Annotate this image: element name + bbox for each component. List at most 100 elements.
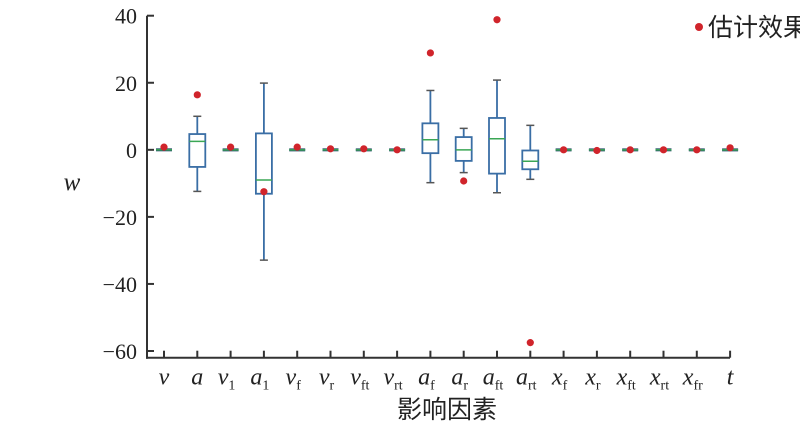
box-2 [222,143,239,152]
estimate-point [260,188,268,196]
legend-label-estimate: 估计效果 [708,14,800,42]
estimate-point [593,146,601,155]
x-tick-label-base: v [319,365,330,391]
box-7 [389,146,406,154]
x-tick-label-base: a [516,365,528,391]
x-tick-label-subscript: fr [693,379,703,394]
box-17 [722,144,739,152]
x-tick-label: vr [319,365,335,394]
x-tick-label-base: v [218,365,229,391]
x-tick-label-subscript: ft [495,379,504,394]
box-9 [454,127,473,185]
box-6 [355,145,372,153]
box-16 [688,146,705,154]
y-tick-label: 40 [115,4,137,29]
estimate-point [360,145,368,153]
x-tick-label-base: v [350,365,361,391]
estimate-point [227,143,235,151]
estimate-point [526,339,534,347]
box-iqr [521,149,540,171]
x-tick-label-subscript: f [296,379,301,394]
estimate-point [293,143,301,151]
x-tick-label-subscript: rt [528,379,537,394]
estimate-point [560,146,568,154]
x-tick-label-subscript: rt [661,379,670,394]
x-tick-label: xr [584,365,601,394]
x-tick-label-subscript: ft [627,379,636,394]
x-tick-label-base: a [451,365,463,391]
box-13 [588,146,605,155]
estimate-point [426,49,434,57]
x-tick-label: vft [350,365,369,394]
y-tick-label: −20 [103,205,137,230]
x-tick-label: a1 [250,365,269,394]
box-iqr [488,117,506,175]
x-tick-label-base: a [418,365,430,391]
x-tick-label-subscript: rt [394,379,403,394]
x-tick-label-subscript: ft [361,379,370,394]
x-tick-label: vrt [383,365,402,394]
chart-marks [156,16,739,347]
y-axis-title: w [64,169,81,196]
x-tick-label-base: x [649,365,661,391]
estimate-point [659,146,668,154]
x-tick-label: xfr [682,365,703,394]
box-15 [655,146,672,154]
x-tick-label: xf [551,365,568,394]
x-tick-label: ar [451,365,468,394]
y-tick-label: 20 [115,71,137,96]
x-tick-label-subscript: r [329,379,334,394]
x-tick-label-base: t [727,365,735,391]
box-iqr [454,136,473,162]
y-tick-label: −60 [103,339,137,364]
x-tick-label-base: x [584,365,596,391]
x-tick-label: aft [483,365,504,394]
x-tick-label: xrt [649,365,669,394]
x-tick-label: xft [616,365,636,394]
estimate-point [193,91,201,99]
estimate-point [460,177,468,185]
y-tick-label: −40 [103,272,137,297]
x-axis-title: 影响因素 [397,396,497,424]
x-tick-label-subscript: r [596,379,601,394]
box-0 [156,143,172,152]
box-5 [322,145,339,153]
box-iqr [254,132,273,195]
estimate-point [393,146,401,154]
box-10 [488,16,506,194]
x-tick-label: vf [286,365,302,394]
x-tick-label-base: a [483,365,495,391]
x-tick-label-base: v [383,365,394,391]
x-tick-label-subscript: 1 [262,379,269,394]
x-tick-label-base: x [551,365,563,391]
x-tick-label-base: x [682,365,694,391]
estimate-point [160,143,168,151]
x-tick-label-subscript: 1 [228,379,235,394]
x-tick-label-base: v [159,365,170,391]
estimate-point [493,16,501,24]
x-tick-label: a [191,365,203,391]
x-tick-label: v [159,365,170,391]
x-tick-label-subscript: f [563,379,568,394]
x-tick-label-subscript: r [463,379,468,394]
box-1 [188,91,207,193]
x-tick-label: art [516,365,537,394]
x-tick-label: t [727,365,735,391]
box-12 [555,146,572,154]
box-11 [521,124,540,347]
x-tick-label-base: a [191,365,203,391]
x-tick-label: af [418,365,435,394]
estimate-point [726,144,734,152]
y-tick-label: 0 [126,138,137,163]
box-8 [421,49,440,184]
legend: 估计效果 [695,14,800,42]
x-tick-label-base: a [250,365,262,391]
estimate-point [693,146,701,154]
box-iqr [421,122,440,155]
x-tick-label-base: x [616,365,628,391]
box-3 [254,82,273,261]
x-tick-label-subscript: f [430,379,435,394]
box-14 [622,146,639,154]
